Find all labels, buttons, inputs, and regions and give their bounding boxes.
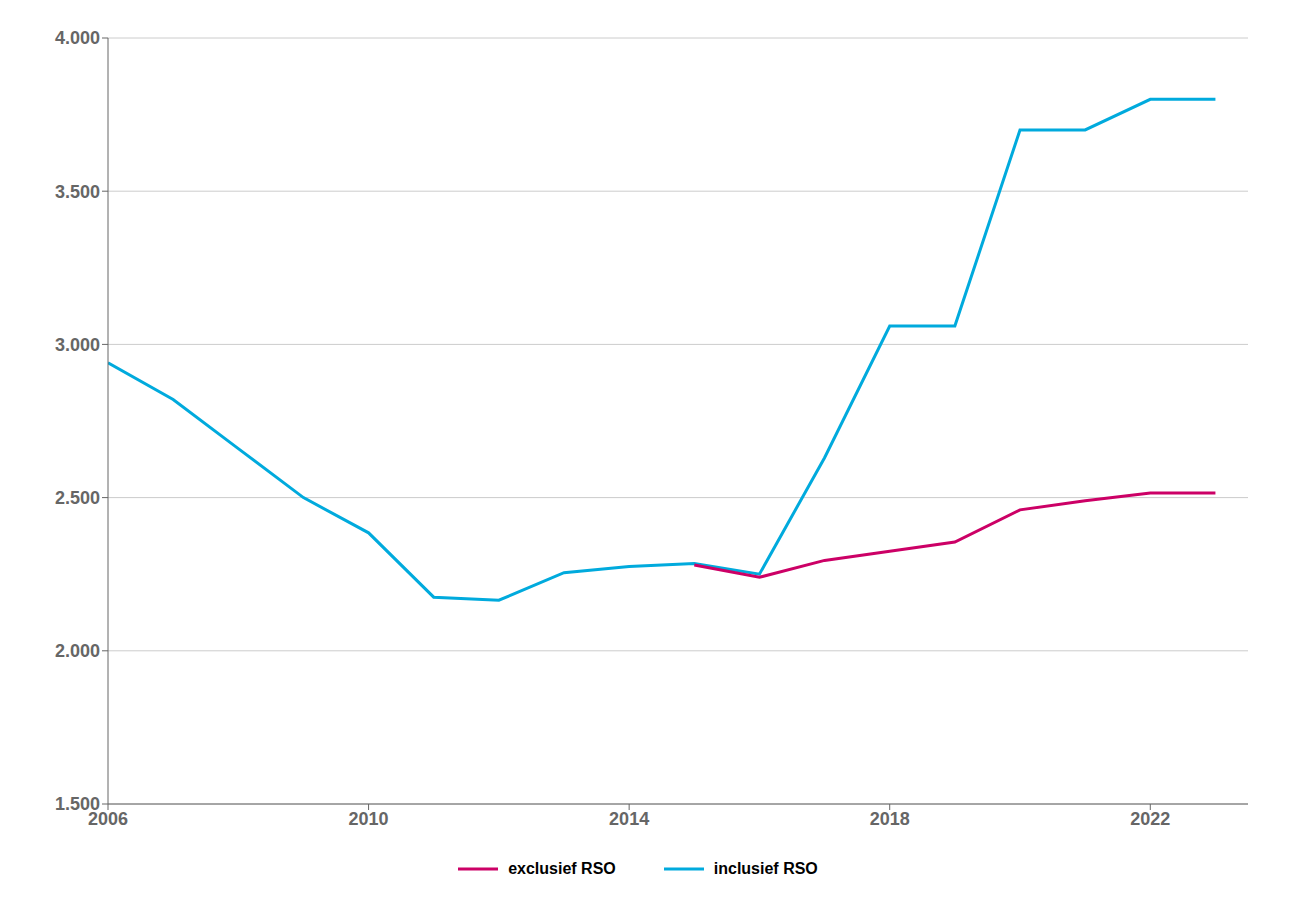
svg-text:3.500: 3.500 [55,182,100,202]
svg-text:2.000: 2.000 [55,641,100,661]
svg-text:2018: 2018 [870,809,910,829]
html-text:exclusief RSO: exclusief RSO [508,860,616,877]
svg-text:2014: 2014 [609,809,649,829]
svg-text:2.500: 2.500 [55,488,100,508]
html-text:inclusief RSO: inclusief RSO [713,860,818,877]
svg-text:2006: 2006 [88,808,128,829]
svg-text:2010: 2010 [349,809,389,829]
svg-text:3.000: 3.000 [55,335,100,355]
svg-text:1.500: 1.500 [55,794,100,814]
svg-text:2022: 2022 [1130,809,1170,829]
svg-text:4.000: 4.000 [55,28,100,48]
